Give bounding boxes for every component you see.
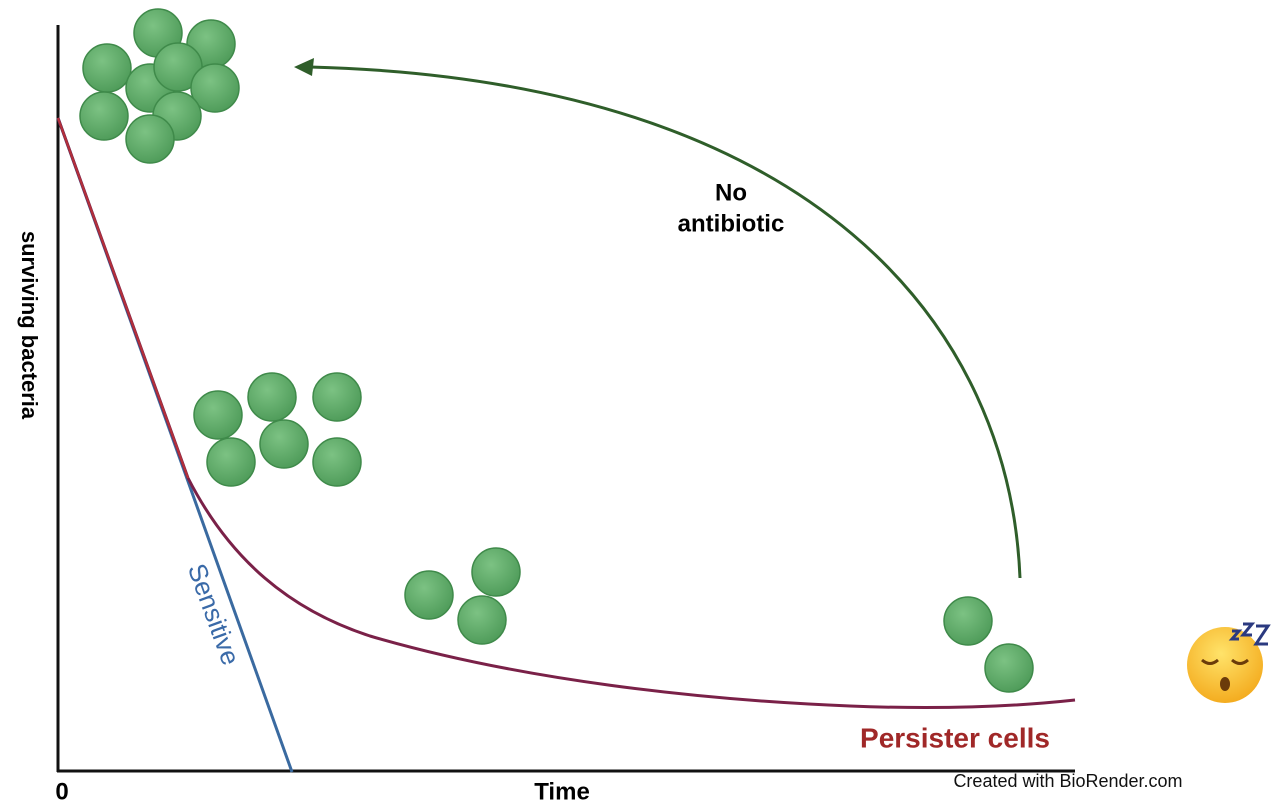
arrow-head [294, 58, 314, 76]
annotation-line1: No [715, 179, 747, 206]
y-axis-label: surviving bacteria [17, 231, 42, 420]
x-axis-label: Time [534, 778, 590, 802]
bacteria [80, 9, 1033, 692]
origin-label: 0 [55, 778, 68, 802]
annotation-line2: antibiotic [678, 210, 785, 237]
persister-label: Persister cells [860, 722, 1050, 753]
sleep-emoji [1187, 624, 1268, 703]
curve-overlap [58, 118, 188, 478]
diagram: surviving bacteria Time 0 No antibiotic … [0, 0, 1271, 802]
credit: Created with BioRender.com [953, 771, 1182, 791]
page: surviving bacteria Time 0 No antibiotic … [0, 0, 1271, 802]
regrowth-arrow [310, 67, 1020, 578]
